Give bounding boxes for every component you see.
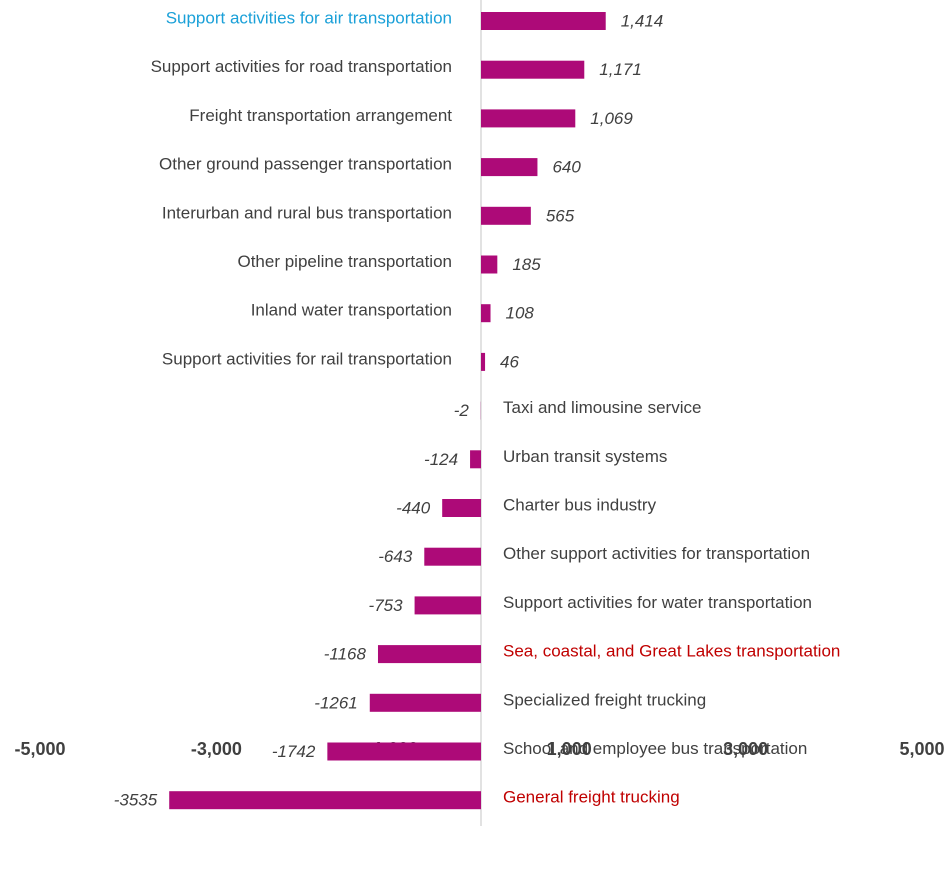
category-label: Charter bus industry — [503, 495, 657, 514]
category-label: Inland water transportation — [251, 301, 452, 320]
value-label: -1742 — [272, 742, 316, 761]
category-label: Support activities for road transportati… — [151, 57, 452, 76]
bar — [481, 352, 486, 371]
value-label: -124 — [424, 450, 458, 469]
category-label: Other support activities for transportat… — [503, 544, 810, 563]
value-label: -643 — [378, 547, 413, 566]
value-label: 565 — [546, 206, 575, 225]
category-label: General freight trucking — [503, 788, 680, 807]
bar — [377, 645, 481, 664]
category-label: School and employee bus transportation — [503, 739, 807, 758]
bar — [169, 791, 481, 810]
x-tick-label: -3,000 — [191, 739, 242, 759]
category-label: Other ground passenger transportation — [159, 155, 452, 174]
category-label: Support activities for rail transportati… — [162, 349, 452, 368]
value-label: -1168 — [324, 645, 367, 664]
category-label: Freight transportation arrangement — [189, 106, 452, 125]
category-label: Other pipeline transportation — [237, 252, 452, 271]
value-label: -440 — [396, 498, 431, 517]
bar — [481, 158, 538, 177]
value-label: 640 — [552, 158, 581, 177]
category-label: Support activities for air transportatio… — [166, 8, 452, 27]
bar — [442, 499, 481, 517]
x-tick-label: 5,000 — [899, 739, 944, 759]
bar — [327, 742, 481, 761]
bar — [414, 596, 481, 615]
value-label: 185 — [512, 255, 541, 274]
bar — [481, 206, 531, 225]
value-label: 46 — [500, 352, 519, 371]
bar — [481, 304, 491, 323]
bar — [424, 547, 481, 566]
value-label: -3535 — [114, 791, 158, 810]
bar — [470, 450, 481, 469]
category-label: Taxi and limousine service — [503, 398, 701, 417]
value-label: 1,069 — [590, 109, 633, 128]
bar — [481, 255, 498, 274]
bar — [481, 60, 585, 79]
category-label: Specialized freight trucking — [503, 690, 706, 709]
x-tick-label: 1,000 — [547, 739, 592, 759]
value-label: 108 — [506, 304, 535, 323]
bar — [369, 693, 481, 712]
category-label: Support activities for water transportat… — [503, 593, 812, 612]
value-label: 1,414 — [621, 11, 664, 30]
value-label: -2 — [454, 401, 470, 420]
bar — [481, 12, 606, 30]
x-tick-label: -5,000 — [14, 739, 65, 759]
value-label: -753 — [369, 596, 404, 615]
category-label: Urban transit systems — [503, 447, 667, 466]
category-label: Sea, coastal, and Great Lakes transporta… — [503, 642, 840, 661]
x-tick-label: 3,000 — [723, 739, 768, 759]
category-label: Interurban and rural bus transportation — [162, 203, 452, 222]
value-label: 1,171 — [599, 60, 642, 79]
bar — [481, 109, 576, 128]
value-label: -1261 — [314, 693, 357, 712]
